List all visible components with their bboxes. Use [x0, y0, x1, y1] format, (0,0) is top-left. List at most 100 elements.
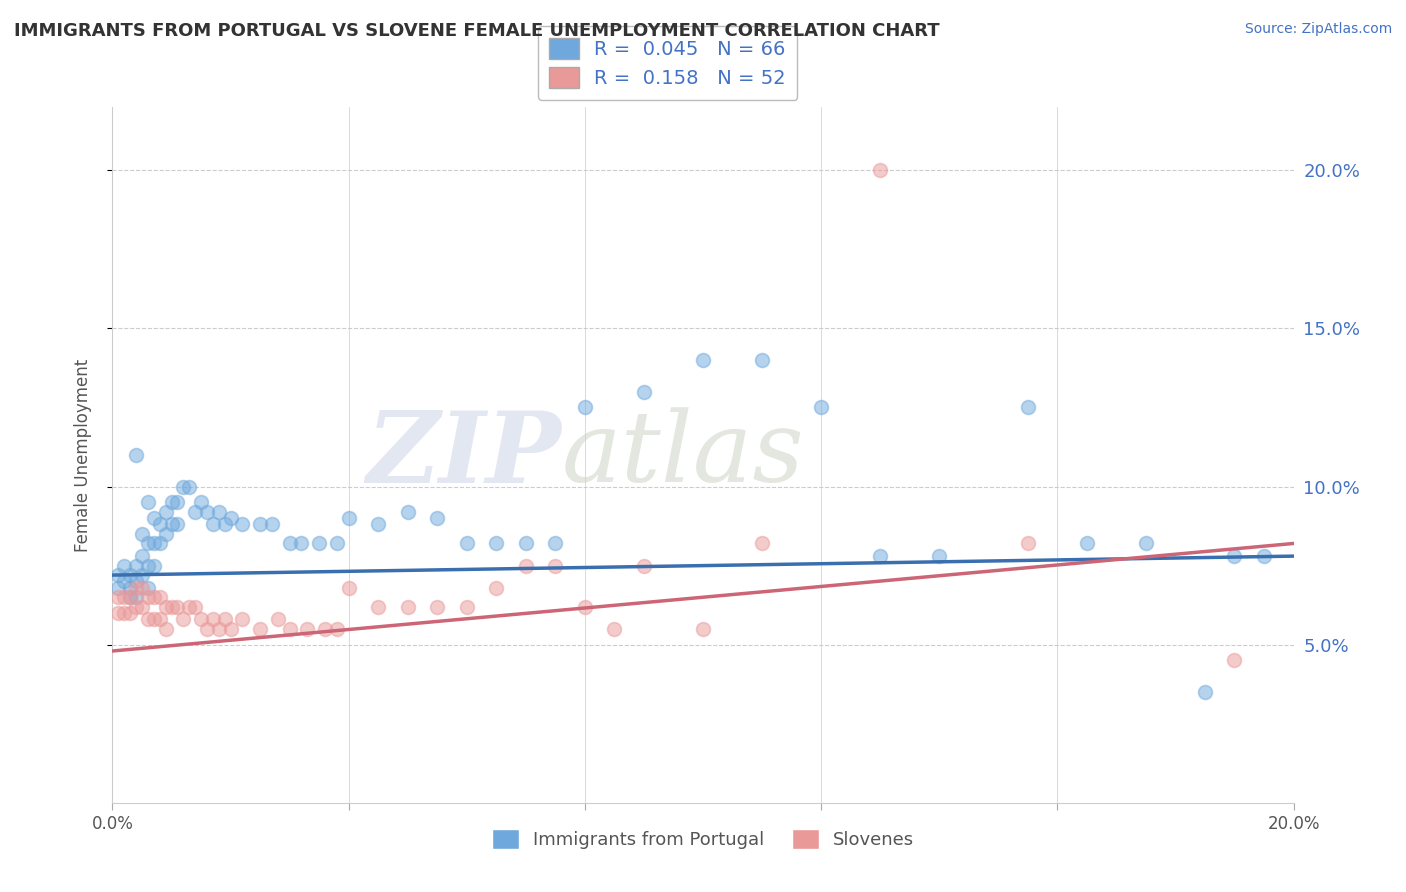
- Point: [155, 599, 177, 614]
- Point: [166, 495, 188, 509]
- Point: [149, 517, 172, 532]
- Y-axis label: Female Unemployment: Female Unemployment: [73, 359, 91, 551]
- Point: [208, 622, 231, 636]
- Point: [485, 536, 508, 550]
- Point: [125, 574, 148, 589]
- Point: [120, 606, 142, 620]
- Point: [231, 517, 253, 532]
- Point: [396, 505, 419, 519]
- Point: [149, 591, 172, 605]
- Point: [1135, 536, 1157, 550]
- Point: [692, 353, 714, 368]
- Point: [184, 599, 207, 614]
- Text: ZIP: ZIP: [367, 407, 561, 503]
- Point: [219, 622, 242, 636]
- Point: [136, 536, 159, 550]
- Point: [208, 505, 231, 519]
- Point: [278, 622, 301, 636]
- Point: [112, 606, 135, 620]
- Point: [190, 495, 212, 509]
- Point: [160, 495, 183, 509]
- Point: [142, 511, 165, 525]
- Point: [142, 558, 165, 573]
- Point: [214, 612, 236, 626]
- Point: [1017, 536, 1039, 550]
- Point: [249, 622, 271, 636]
- Point: [1223, 653, 1246, 667]
- Point: [456, 599, 478, 614]
- Point: [633, 558, 655, 573]
- Point: [179, 599, 201, 614]
- Point: [125, 558, 148, 573]
- Point: [120, 591, 142, 605]
- Point: [869, 549, 891, 563]
- Point: [142, 536, 165, 550]
- Point: [426, 511, 449, 525]
- Point: [260, 517, 283, 532]
- Point: [928, 549, 950, 563]
- Text: atlas: atlas: [561, 408, 804, 502]
- Point: [544, 536, 567, 550]
- Point: [107, 606, 129, 620]
- Point: [1253, 549, 1275, 563]
- Point: [195, 622, 218, 636]
- Point: [155, 527, 177, 541]
- Point: [1017, 401, 1039, 415]
- Point: [751, 536, 773, 550]
- Point: [149, 536, 172, 550]
- Point: [515, 536, 537, 550]
- Point: [136, 612, 159, 626]
- Point: [107, 581, 129, 595]
- Point: [1194, 685, 1216, 699]
- Point: [160, 517, 183, 532]
- Point: [131, 568, 153, 582]
- Point: [337, 511, 360, 525]
- Point: [131, 599, 153, 614]
- Point: [297, 622, 319, 636]
- Point: [136, 591, 159, 605]
- Point: [142, 591, 165, 605]
- Point: [574, 401, 596, 415]
- Point: [326, 622, 349, 636]
- Point: [751, 353, 773, 368]
- Point: [107, 591, 129, 605]
- Point: [367, 599, 389, 614]
- Point: [155, 622, 177, 636]
- Point: [125, 599, 148, 614]
- Point: [308, 536, 330, 550]
- Point: [120, 568, 142, 582]
- Point: [120, 591, 142, 605]
- Point: [136, 558, 159, 573]
- Point: [155, 505, 177, 519]
- Point: [125, 448, 148, 462]
- Point: [195, 505, 218, 519]
- Point: [172, 479, 194, 493]
- Point: [172, 612, 194, 626]
- Point: [214, 517, 236, 532]
- Point: [1223, 549, 1246, 563]
- Point: [426, 599, 449, 614]
- Point: [131, 549, 153, 563]
- Point: [201, 517, 224, 532]
- Point: [219, 511, 242, 525]
- Point: [166, 599, 188, 614]
- Point: [190, 612, 212, 626]
- Text: Source: ZipAtlas.com: Source: ZipAtlas.com: [1244, 22, 1392, 37]
- Point: [692, 622, 714, 636]
- Point: [142, 612, 165, 626]
- Point: [231, 612, 253, 626]
- Text: IMMIGRANTS FROM PORTUGAL VS SLOVENE FEMALE UNEMPLOYMENT CORRELATION CHART: IMMIGRANTS FROM PORTUGAL VS SLOVENE FEMA…: [14, 22, 939, 40]
- Point: [166, 517, 188, 532]
- Point: [112, 558, 135, 573]
- Point: [869, 163, 891, 178]
- Point: [326, 536, 349, 550]
- Point: [1076, 536, 1098, 550]
- Point: [485, 581, 508, 595]
- Point: [396, 599, 419, 614]
- Point: [112, 574, 135, 589]
- Point: [131, 581, 153, 595]
- Point: [149, 612, 172, 626]
- Point: [136, 495, 159, 509]
- Point: [544, 558, 567, 573]
- Point: [515, 558, 537, 573]
